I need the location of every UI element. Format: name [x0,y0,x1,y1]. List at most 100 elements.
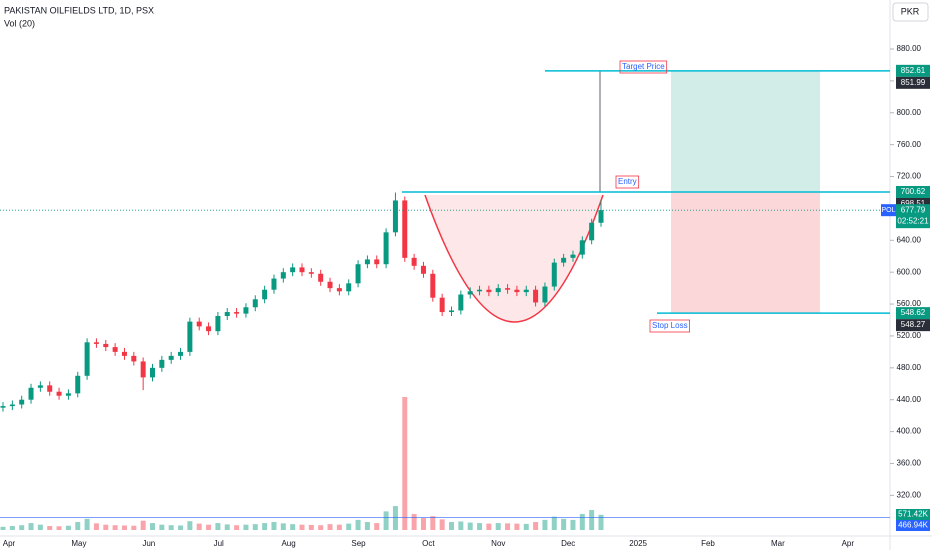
candle-body [299,267,305,273]
candle-body [84,342,90,376]
candle-body [159,359,165,368]
volume-box [896,509,930,520]
volume-bar [411,514,417,530]
volume-bar [346,523,352,530]
y-tick-label: 720.00 [897,172,922,181]
annotation-border [649,319,690,333]
volume-bar [47,526,53,530]
currency-box[interactable] [892,2,929,22]
volume-bar [505,523,511,530]
price-label: 698.51 [901,199,926,208]
candle-body [430,273,436,298]
x-tick-label: Aug [281,539,295,548]
candle-body [234,312,240,314]
volume-bar [0,526,6,530]
volume-bar [37,524,43,530]
cup-curve [424,194,604,323]
volume-bar [206,524,212,530]
volume-bar [159,524,165,530]
volume-bar [271,522,277,530]
volume-bar [420,518,426,530]
volume-bar [131,525,137,530]
price-label: 548.27 [901,320,926,329]
candle-body [140,361,146,378]
countdown: 02:52:21 [897,216,929,225]
loss-zone [671,191,820,314]
volume-bar [561,518,567,530]
x-tick-label: Dec [561,539,575,548]
y-tick-label: 640.00 [897,235,922,244]
candle-body [280,272,286,279]
candle-body [392,200,398,233]
candle-body [374,259,380,265]
candle-body [561,257,567,263]
volume-bar [224,524,230,530]
candle-body [37,385,43,388]
volume-bar [178,525,184,530]
y-tick-label: 360.00 [897,459,922,468]
volume-label: 571.42K [898,510,928,519]
candle-body [336,288,342,292]
volume-bar [112,525,118,530]
volume-bar [103,524,109,530]
symbol-box [881,204,896,217]
x-tick-label: Nov [491,539,505,548]
candle-body [439,297,445,313]
candle-body [308,272,314,274]
y-tick-label: 880.00 [897,44,922,53]
y-tick-label: 760.00 [897,140,922,149]
y-tick-label: 400.00 [897,427,922,436]
y-tick-label: 600.00 [897,267,922,276]
volume-bar [290,524,296,530]
candle-body [47,385,53,392]
candle-body [215,316,221,332]
volume-bar [355,519,361,530]
volume-bar [9,526,15,530]
candle-body [290,267,296,273]
candle-body [65,393,71,396]
entry-annotation: Entry [618,177,637,186]
x-tick-label: 2025 [629,539,647,548]
volume-bar [495,523,501,530]
volume-bar [542,519,548,530]
candle-body [449,310,454,313]
candle-body [589,222,595,241]
candle-body [486,289,492,293]
volume-bar [430,516,436,530]
candle-body [327,281,333,289]
volume-bar [65,525,71,530]
volume-box [896,520,930,531]
volume-bar [150,523,155,530]
volume-ma-label: 466.94K [898,521,928,530]
volume-bar [579,514,585,530]
candle-body [514,289,520,293]
current-price: 677.79 [901,205,926,214]
x-tick-label: Jun [142,539,155,548]
price-label: 548.62 [901,308,926,317]
volume-bar [486,523,492,530]
candle-body [206,326,212,332]
candle-body [56,391,62,396]
volume-bar [56,526,62,530]
stop-annotation: Stop Loss [652,321,688,330]
volume-bar [374,523,380,530]
volume-bar [252,524,258,530]
candle-body [318,273,324,282]
annotation-border [615,175,640,189]
price-box [896,307,930,320]
candle-body [187,321,193,352]
candle-body [579,240,585,255]
volume-bar [75,522,81,530]
candle-body [178,351,184,356]
candle-body [477,289,483,292]
candle-body [150,367,155,378]
currency[interactable]: PKR [901,6,920,16]
volume-bar [477,523,483,530]
y-tick-label: 800.00 [897,108,922,117]
volume-bar [514,523,520,530]
volume-bar [234,525,240,530]
volume-bar [598,514,604,530]
candle-body [402,200,408,258]
volume-bar [299,524,305,530]
